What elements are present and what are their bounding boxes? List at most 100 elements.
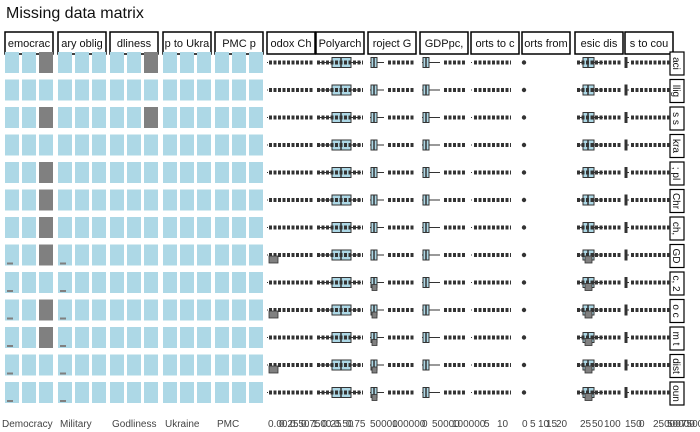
tile-0-10-2	[39, 327, 53, 348]
tile-3-3-1	[180, 134, 194, 156]
x-tick-label-30: 25000	[653, 419, 681, 430]
tile-0-11-2	[39, 354, 53, 376]
tile-4-6-1	[232, 217, 246, 238]
tile-2-6-1	[127, 217, 141, 238]
tile-missing-hint-0-10	[7, 345, 13, 347]
x-tick-label-4: PMC	[217, 419, 239, 430]
tile-3-0-2	[197, 52, 211, 73]
tile-missing-hint-1-12	[60, 400, 66, 402]
tile-1-8-0	[58, 272, 72, 293]
row-strip-label-11: dist	[670, 358, 681, 374]
outlier-10-5	[521, 197, 527, 203]
x-tick-label-2: Godliness	[112, 419, 156, 430]
tile-2-9-2	[144, 299, 158, 321]
column-strip-10	[521, 31, 571, 55]
x-tick-label-17: 100000	[452, 419, 486, 430]
column-strip-12	[624, 31, 674, 55]
tile-0-1-1	[22, 79, 36, 101]
tile-2-4-0	[110, 162, 124, 183]
x-tick-label-11: 0.50	[334, 419, 354, 430]
tile-3-7-0	[163, 244, 177, 266]
tile-4-2-1	[232, 107, 246, 128]
tile-4-12-2	[249, 382, 263, 403]
outlier-10-3	[521, 142, 527, 148]
x-tick-label-27: 100	[604, 419, 621, 430]
tile-0-2-2	[39, 107, 53, 128]
tile-2-0-2	[144, 52, 158, 73]
tile-1-9-0	[58, 299, 72, 321]
tile-1-11-0	[58, 354, 72, 376]
x-tick-label-19: 10	[497, 419, 509, 430]
tile-missing-hint-0-11	[7, 372, 13, 375]
column-strip-label-8: GDPpc,	[425, 38, 464, 50]
tile-3-8-0	[163, 272, 177, 293]
tile-4-0-1	[232, 52, 246, 73]
missing-box-11-12	[584, 393, 593, 401]
outlier-10-2	[521, 115, 527, 120]
tile-4-8-2	[249, 272, 263, 293]
x-tick-label-22: 10	[538, 419, 550, 430]
tile-1-9-1	[75, 299, 89, 321]
tile-2-2-2	[144, 107, 158, 128]
tile-3-5-1	[180, 189, 194, 211]
tile-4-11-2	[249, 354, 263, 376]
tile-missing-hint-1-9	[60, 317, 66, 320]
tile-4-2-2	[249, 107, 263, 128]
tile-4-6-2	[249, 217, 263, 238]
row-strip-label-4: ; pl	[670, 167, 681, 180]
row-strip-label-1: llig	[670, 85, 681, 97]
x-tick-label-12: 0.75	[346, 419, 366, 430]
tile-0-0-1	[22, 52, 36, 73]
tile-2-9-0	[110, 299, 124, 321]
x-tick-label-18: 5	[484, 419, 490, 430]
tile-4-11-1	[232, 354, 246, 376]
tile-2-11-0	[110, 354, 124, 376]
tile-1-5-0	[58, 189, 72, 211]
x-tick-label-13: 50000	[370, 419, 398, 430]
x-tick-label-6: 0.25	[279, 419, 299, 430]
tile-3-1-2	[197, 79, 211, 101]
x-tick-label-25: 25	[580, 419, 592, 430]
tile-0-9-2	[39, 299, 53, 321]
outlier-10-9	[521, 307, 527, 313]
tile-4-2-0	[215, 107, 229, 128]
tile-2-7-0	[110, 244, 124, 266]
tile-missing-hint-0-7	[7, 262, 13, 265]
tile-1-12-0	[58, 382, 72, 403]
tile-1-8-1	[75, 272, 89, 293]
tile-4-12-1	[232, 382, 246, 403]
tile-missing-hint-1-7	[60, 262, 66, 265]
tile-1-7-0	[58, 244, 72, 266]
tile-4-9-0	[215, 299, 229, 321]
x-tick-label-7: 0.50	[290, 419, 310, 430]
tile-2-1-1	[127, 79, 141, 101]
x-tick-label-3: Ukraine	[165, 419, 200, 430]
tile-4-7-2	[249, 244, 263, 266]
tile-2-10-2	[144, 327, 158, 348]
tile-4-11-0	[215, 354, 229, 376]
column-strip-8	[419, 31, 469, 55]
tile-0-12-0	[5, 382, 19, 403]
tile-2-7-1	[127, 244, 141, 266]
tile-0-2-1	[22, 107, 36, 128]
tile-4-4-1	[232, 162, 246, 183]
column-strip-label-11: esic dis	[581, 38, 618, 50]
tile-1-2-1	[75, 107, 89, 128]
tile-4-10-0	[215, 327, 229, 348]
tile-missing-hint-0-8	[7, 290, 13, 292]
tile-3-7-2	[197, 244, 211, 266]
tile-2-1-0	[110, 79, 124, 101]
tile-3-2-0	[163, 107, 177, 128]
tile-2-12-0	[110, 382, 124, 403]
missing-box-11-8	[584, 283, 593, 291]
tile-2-10-1	[127, 327, 141, 348]
tile-0-8-0	[5, 272, 19, 293]
x-tick-label-31: 50000	[667, 419, 695, 430]
tile-1-3-2	[92, 134, 106, 156]
tile-2-0-1	[127, 52, 141, 73]
tile-0-6-1	[22, 217, 36, 238]
column-strip-label-7: roject G	[373, 38, 412, 50]
tile-missing-hint-0-12	[7, 400, 13, 402]
tile-missing-hint-1-8	[60, 290, 66, 292]
tile-0-0-0	[5, 52, 19, 73]
